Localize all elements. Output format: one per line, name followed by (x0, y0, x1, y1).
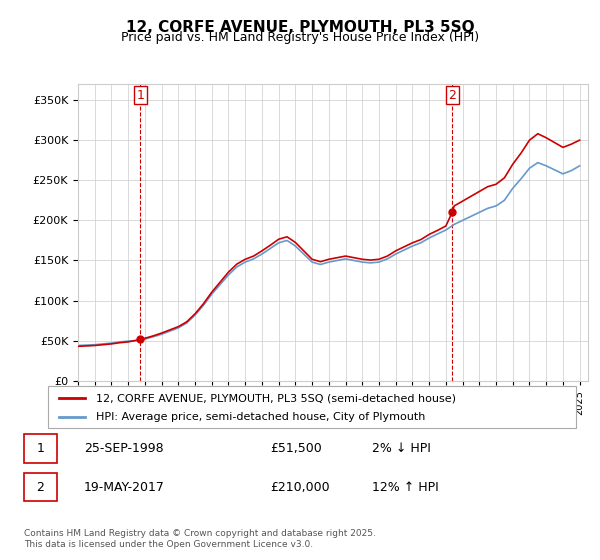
Text: Price paid vs. HM Land Registry's House Price Index (HPI): Price paid vs. HM Land Registry's House … (121, 31, 479, 44)
FancyBboxPatch shape (24, 434, 57, 463)
Text: 12% ↑ HPI: 12% ↑ HPI (372, 481, 439, 494)
Text: Contains HM Land Registry data © Crown copyright and database right 2025.
This d: Contains HM Land Registry data © Crown c… (24, 529, 376, 549)
Text: 1: 1 (37, 442, 44, 455)
FancyBboxPatch shape (48, 386, 576, 428)
Text: 1: 1 (136, 88, 145, 102)
FancyBboxPatch shape (24, 473, 57, 502)
Text: 2% ↓ HPI: 2% ↓ HPI (372, 442, 431, 455)
Text: £210,000: £210,000 (270, 481, 329, 494)
Text: 2: 2 (37, 481, 44, 494)
Text: 19-MAY-2017: 19-MAY-2017 (84, 481, 165, 494)
Text: 12, CORFE AVENUE, PLYMOUTH, PL3 5SQ (semi-detached house): 12, CORFE AVENUE, PLYMOUTH, PL3 5SQ (sem… (95, 393, 455, 403)
Text: HPI: Average price, semi-detached house, City of Plymouth: HPI: Average price, semi-detached house,… (95, 412, 425, 422)
Text: 12, CORFE AVENUE, PLYMOUTH, PL3 5SQ: 12, CORFE AVENUE, PLYMOUTH, PL3 5SQ (125, 20, 475, 35)
Text: £51,500: £51,500 (270, 442, 322, 455)
Text: 25-SEP-1998: 25-SEP-1998 (84, 442, 164, 455)
Text: 2: 2 (448, 88, 456, 102)
